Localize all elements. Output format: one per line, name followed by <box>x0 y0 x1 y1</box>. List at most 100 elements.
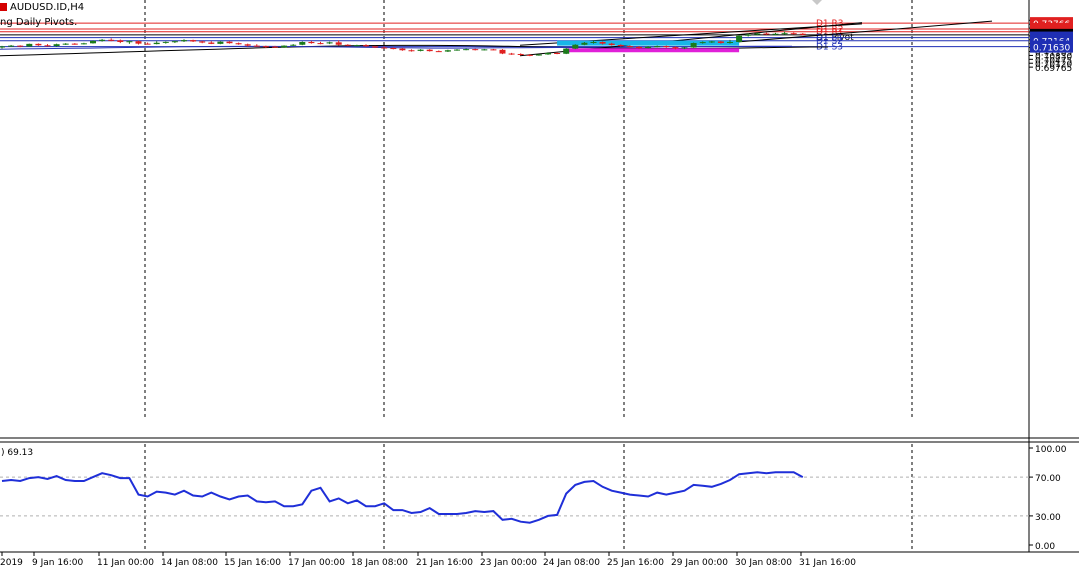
rsi-tick-label: 100.00 <box>1035 445 1067 455</box>
candle-bear <box>253 45 260 47</box>
candle-bear <box>636 46 642 49</box>
candle-bear <box>399 48 406 51</box>
candle-bear <box>71 43 78 45</box>
candle-bull <box>745 34 752 36</box>
candle-bull <box>727 42 733 43</box>
candle-bull <box>353 45 360 47</box>
candle-bull <box>463 49 470 51</box>
chart-title: AUDUSD.ID,H4 <box>0 2 84 13</box>
candle-bear <box>526 54 533 56</box>
candle-bull <box>90 40 96 44</box>
candle-bear <box>190 40 197 42</box>
time-tick-label: 21 Jan 16:00 <box>416 558 473 568</box>
pivot-label: D1 R1 <box>816 28 844 38</box>
candle-bear <box>108 39 115 41</box>
candle-bull <box>181 40 187 42</box>
candle-bear <box>363 45 369 47</box>
candle-bear <box>435 51 442 53</box>
candle-bear <box>517 53 524 55</box>
candle-bear <box>44 45 51 47</box>
candle-bull <box>99 39 106 41</box>
candle-bear <box>272 46 278 48</box>
candle-bull <box>80 43 87 45</box>
candle-bull <box>444 50 451 52</box>
candle-bear <box>608 43 615 45</box>
time-tick-label: 2019 <box>0 558 23 568</box>
candle-bear <box>226 41 233 44</box>
time-tick-label: 30 Jan 08:00 <box>735 558 792 568</box>
price-tick-label: 0.69765 <box>1035 64 1072 74</box>
indicator-label: ng Daily Pivots. <box>0 17 78 28</box>
candle-bear <box>199 41 206 43</box>
candle-bull <box>699 42 706 44</box>
rsi-tick-label: 70.00 <box>1035 474 1061 484</box>
price-tag-label: 0.71630 <box>1033 44 1070 54</box>
pivot-label: D1 R2 <box>816 25 844 35</box>
candle-bear <box>626 46 633 48</box>
time-tick-label: 25 Jan 16:00 <box>607 558 664 568</box>
candle-bull <box>171 41 178 43</box>
candle-bull <box>53 44 60 47</box>
candle-bear <box>663 46 670 48</box>
time-tick-label: 9 Jan 16:00 <box>32 558 84 568</box>
candle-bull <box>26 43 33 47</box>
candle-bear <box>35 43 42 46</box>
candle-bear <box>554 53 561 54</box>
candle-bull <box>590 42 597 43</box>
candle-bull <box>572 44 579 49</box>
rsi-tick-label: 30.00 <box>1035 513 1061 523</box>
candle-bull <box>772 33 779 35</box>
candle-bull <box>290 44 297 46</box>
candle-bull <box>736 35 743 42</box>
candle-bull <box>8 45 15 47</box>
candle-bear <box>372 46 379 48</box>
pivot-label: D1 R3 <box>816 19 844 29</box>
rsi-tick-label: 0.00 <box>1035 542 1055 552</box>
candle-bear <box>262 46 269 48</box>
candle-bull <box>126 41 133 43</box>
candle-bull <box>581 42 588 45</box>
candle-bull <box>454 49 460 51</box>
candle-bear <box>317 43 324 45</box>
pivot-label: D1 S2 <box>816 37 843 47</box>
candle-bear <box>499 49 506 54</box>
candle-bull <box>645 46 652 49</box>
candle-bull <box>153 42 160 45</box>
time-tick-label: 29 Jan 00:00 <box>671 558 728 568</box>
rsi-line <box>1 471 804 524</box>
candle-bear <box>790 33 797 35</box>
candle-bear <box>235 43 242 45</box>
candle-bull <box>781 33 788 35</box>
chart-title-text: AUDUSD.ID,H4 <box>10 2 85 13</box>
time-tick-label: 15 Jan 16:00 <box>224 558 281 568</box>
candle-bear <box>490 49 497 51</box>
candle-bull <box>708 41 715 43</box>
candle-bear <box>472 49 479 51</box>
candle-bull <box>481 49 488 51</box>
pivot-label: D1 S1 <box>816 34 843 44</box>
candle-bull <box>217 41 224 44</box>
candle-bear <box>335 42 342 45</box>
trend-line-3 <box>699 20 993 46</box>
shift-marker-icon <box>812 0 822 5</box>
rsi-value-label: ) 69.13 <box>1 448 33 458</box>
candle-bull <box>62 43 69 45</box>
candle-bear <box>599 42 606 44</box>
time-tick-label: 18 Jan 08:00 <box>351 558 408 568</box>
candle-bear <box>117 40 124 42</box>
candle-bear <box>672 47 679 49</box>
candle-bull <box>681 47 688 49</box>
candle-bear <box>408 50 415 52</box>
candle-bear <box>426 49 433 52</box>
candle-bull <box>690 42 697 48</box>
price-tag-box <box>1030 40 1073 53</box>
candle-bear <box>308 42 315 44</box>
price-tick-label: 0.70120 <box>1035 60 1072 70</box>
candle-bull <box>326 42 333 44</box>
candle-bear <box>344 44 351 46</box>
price-tick-label: 0.70475 <box>1035 56 1072 66</box>
candle-bear <box>244 44 251 46</box>
candle-bear <box>381 47 388 49</box>
candle-bull <box>162 41 169 43</box>
